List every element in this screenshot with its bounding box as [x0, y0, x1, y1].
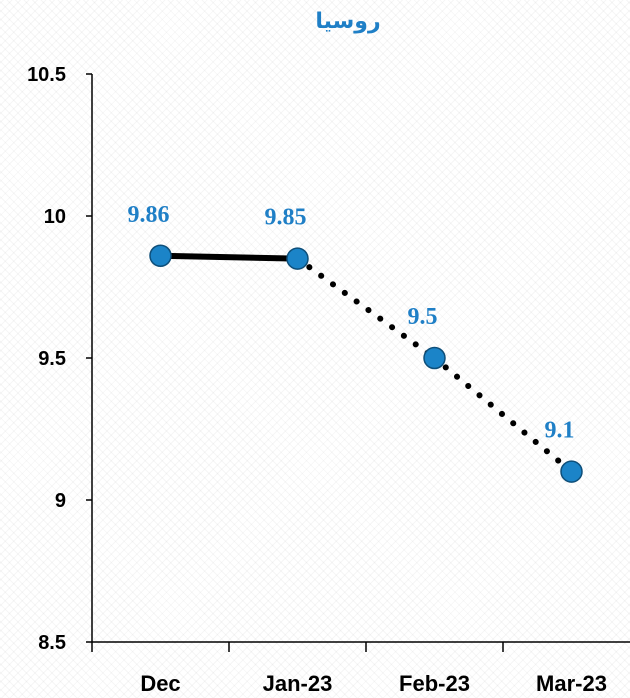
- data-labels: 9.86 9.85 9.5 9.1: [128, 202, 575, 444]
- x-tick-label: Feb-23: [399, 671, 470, 696]
- y-tick-label: 8.5: [38, 632, 66, 654]
- data-point: [560, 460, 583, 483]
- data-label: 9.85: [265, 205, 307, 231]
- data-label: 9.5: [408, 304, 438, 330]
- y-axis-ticks: 8.5 9 9.5 10 10.5: [27, 64, 92, 654]
- data-label: 9.1: [545, 418, 575, 444]
- x-tick-label: Dec: [140, 671, 180, 696]
- series-points: [149, 244, 583, 483]
- y-tick-label: 9.5: [38, 348, 66, 370]
- solid-line-segment: [157, 252, 301, 262]
- y-tick-label: 10: [44, 206, 66, 228]
- dotted-line-segment: [431, 355, 575, 475]
- data-label: 9.86: [128, 202, 170, 228]
- data-point: [423, 346, 446, 370]
- x-axis-ticks: Dec Jan-23 Feb-23 Mar-23: [91, 642, 607, 696]
- y-tick-label: 9: [55, 490, 66, 512]
- y-tick-label: 10.5: [27, 64, 66, 86]
- series-lines: [157, 252, 575, 475]
- data-point: [149, 244, 172, 268]
- x-tick-label: Mar-23: [536, 671, 607, 696]
- x-tick-label: Jan-23: [263, 671, 333, 696]
- chart-title: روسيا: [315, 9, 380, 34]
- dotted-line-segment: [294, 255, 438, 361]
- data-point: [286, 247, 309, 270]
